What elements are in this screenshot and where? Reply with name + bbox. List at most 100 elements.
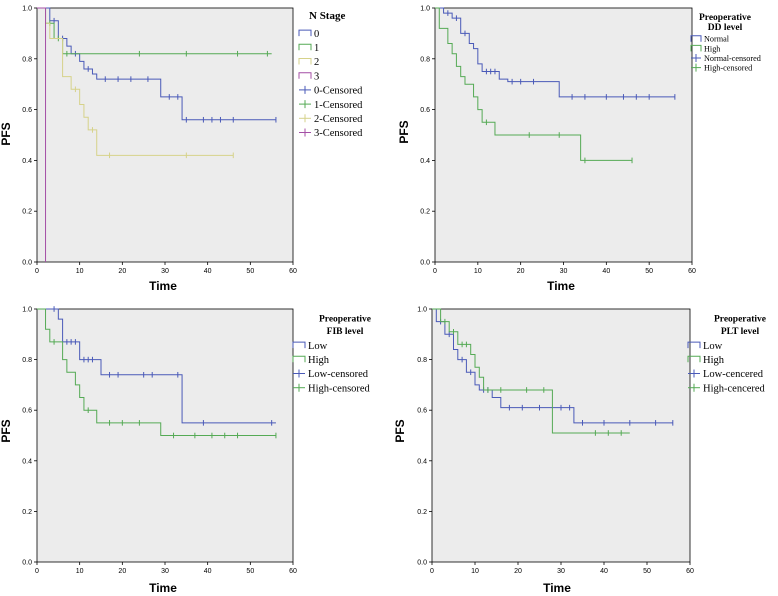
legend-swatch — [687, 355, 701, 363]
legend-label: High-cencered — [703, 383, 766, 394]
y-tick-label: 0.0 — [417, 560, 427, 567]
legend-label: Low-cencered — [703, 369, 764, 380]
y-tick-label: 0.0 — [22, 560, 32, 567]
x-tick-label: 0 — [430, 568, 434, 575]
x-tick-label: 10 — [474, 268, 482, 275]
x-tick-label: 40 — [204, 268, 212, 275]
y-tick-label: 0.0 — [420, 260, 430, 267]
x-tick-label: 20 — [517, 268, 525, 275]
x-tick-label: 10 — [76, 568, 84, 575]
legend-label: High — [704, 44, 720, 53]
x-tick-label: 60 — [289, 568, 297, 575]
legend-swatch — [690, 35, 702, 42]
y-axis-label: PFS — [0, 122, 13, 145]
legend-title-line: DD level — [708, 23, 743, 33]
legend-label: High — [703, 355, 725, 366]
x-tick-label: 30 — [557, 568, 565, 575]
y-tick-label: 0.4 — [417, 458, 427, 465]
legend-title: N Stage — [309, 10, 345, 22]
x-tick-label: 50 — [645, 268, 653, 275]
legend-label: 0-Censored — [314, 86, 363, 97]
x-tick-label: 60 — [688, 268, 696, 275]
y-tick-label: 0.6 — [22, 408, 32, 415]
x-tick-label: 0 — [35, 268, 39, 275]
legend-label: Low — [308, 341, 328, 352]
legend-label: High — [308, 355, 330, 366]
legend-swatch — [690, 44, 702, 52]
plot-area — [36, 7, 294, 263]
legend-label: Normal — [704, 35, 730, 44]
survival-curve — [435, 7, 675, 98]
legend-swatch — [298, 43, 312, 51]
legend-label: High-censored — [704, 63, 752, 72]
y-tick-label: 0.6 — [420, 107, 430, 114]
legend-title-line: Preoperative — [319, 315, 371, 325]
y-tick-label: 0.6 — [417, 408, 427, 415]
x-tick-label: 20 — [118, 268, 126, 275]
y-tick-label: 0.4 — [22, 158, 32, 165]
legend-label: Normal-censored — [704, 54, 761, 63]
x-axis-label: Time — [547, 279, 575, 293]
legend-swatch — [298, 29, 312, 37]
plot-area — [431, 308, 691, 563]
x-tick-label: 40 — [204, 568, 212, 575]
series-Low — [37, 306, 276, 426]
x-tick-label: 50 — [246, 568, 254, 575]
x-tick-label: 10 — [76, 268, 84, 275]
y-tick-label: 0.8 — [417, 357, 427, 364]
x-tick-label: 40 — [602, 268, 610, 275]
y-tick-label: 0.6 — [22, 107, 32, 114]
legend: N Stage 0 1 2 3 0-Censored 1-Censored 2-Censore… — [298, 10, 363, 139]
legend-title-line: Preoperative — [699, 13, 751, 23]
legend-swatch — [292, 355, 306, 363]
legend-label: 0 — [314, 29, 319, 40]
y-tick-label: 0.4 — [420, 158, 430, 165]
survival-curve — [37, 308, 276, 436]
y-tick-label: 0.8 — [22, 56, 32, 63]
km-chart-4: 0 10 20 30 40 50 60 0.0 0.2 0.4 0.6 0.8 1.0 Time PFS Pr… — [393, 307, 766, 596]
series-3 — [37, 7, 47, 262]
legend-label: 2-Censored — [314, 114, 363, 125]
y-tick-label: 0.2 — [22, 509, 32, 516]
x-tick-label: 0 — [35, 568, 39, 575]
series-Normal — [435, 7, 676, 100]
y-tick-label: 0.2 — [420, 209, 430, 216]
legend-swatch — [298, 58, 312, 65]
survival-curve — [37, 7, 47, 262]
legend: Preoperative PLT level Low High Low-cencered… — [687, 315, 766, 394]
survival-curve — [435, 7, 633, 161]
legend-title-line: PLT level — [721, 327, 760, 337]
x-tick-label: 50 — [643, 568, 651, 575]
x-tick-label: 40 — [600, 568, 608, 575]
y-axis-label: PFS — [397, 120, 411, 143]
y-tick-label: 0.2 — [22, 209, 32, 216]
legend-label: 1-Censored — [314, 100, 363, 111]
x-axis-label: Time — [149, 279, 177, 293]
y-tick-label: 0.8 — [420, 56, 430, 63]
x-tick-label: 0 — [433, 268, 437, 275]
y-tick-label: 1.0 — [420, 6, 430, 13]
y-tick-label: 1.0 — [22, 6, 32, 13]
x-tick-label: 30 — [161, 568, 169, 575]
series-0 — [37, 7, 277, 123]
km-chart-1: 0 10 20 30 40 50 600.00.20.40.60.81.0TimePFSN … — [0, 6, 363, 294]
series-High — [432, 308, 630, 436]
survival-curve — [37, 308, 276, 424]
y-axis-label: PFS — [393, 419, 407, 442]
series-2 — [37, 7, 234, 159]
legend-label: 3 — [314, 71, 319, 82]
x-axis-label: Time — [543, 581, 571, 595]
legend-swatch — [292, 341, 306, 349]
legend-label: 3-Censored — [314, 128, 363, 139]
km-chart-3: 0 10 20 30 40 50 60 0.0 0.2 0.4 0.6 0.8 1.0 Time PFS Pr… — [0, 306, 371, 595]
legend-title-line: FIB level — [327, 327, 364, 337]
series-High — [37, 308, 277, 439]
legend-swatch — [298, 72, 312, 79]
x-tick-label: 20 — [118, 568, 126, 575]
y-tick-label: 0.8 — [22, 357, 32, 364]
legend-label: 2 — [314, 57, 319, 68]
km-chart-2: 0 10 20 30 40 50 60 0.0 0.2 0.4 0.6 0.8 1.0 Time PFS Pr… — [397, 6, 761, 294]
y-tick-label: 0.2 — [417, 509, 427, 516]
